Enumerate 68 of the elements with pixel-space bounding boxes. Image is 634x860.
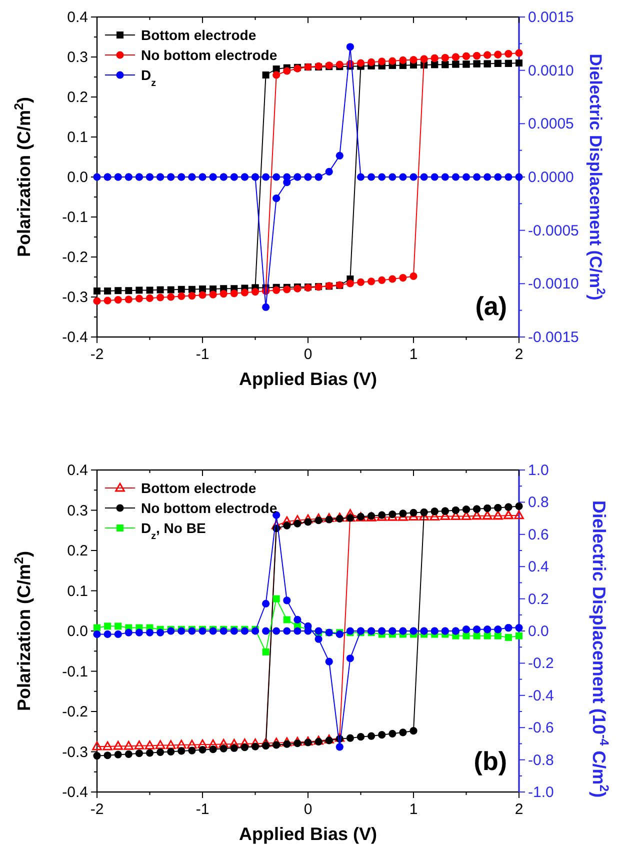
y2-tick-label: 0.0000 bbox=[528, 169, 574, 186]
legend-label: No bottom electrode bbox=[141, 47, 278, 63]
x-tick-label: -1 bbox=[196, 801, 210, 818]
y2-tick-label: -1.0 bbox=[528, 784, 554, 801]
y2-tick-label: 0.8 bbox=[528, 494, 549, 512]
legend-label: D$_{z}$, No BE bbox=[141, 520, 206, 542]
legend-label: Bottom electrode bbox=[141, 480, 256, 496]
y-tick-label: 0.1 bbox=[67, 129, 88, 146]
y2-tick-label: -0.0005 bbox=[528, 222, 579, 240]
x-tick-label: 0 bbox=[304, 346, 312, 363]
y2-tick-label: 1.0 bbox=[528, 462, 549, 479]
y2-tick-label: -0.6 bbox=[528, 720, 554, 737]
y-tick-label: -0.3 bbox=[62, 289, 88, 306]
x-axis-title: Applied Bias (V) bbox=[238, 824, 378, 844]
y2-tick-label: 0.0 bbox=[528, 623, 549, 640]
y2-tick-label: 0.0005 bbox=[528, 116, 574, 133]
y-tick-label: 0.4 bbox=[67, 462, 88, 479]
y2-tick-label: 0.6 bbox=[528, 526, 549, 544]
annotation: (b) bbox=[474, 746, 507, 776]
y2-tick-label: 0.0010 bbox=[528, 62, 574, 80]
point bbox=[484, 632, 491, 640]
x-tick-label: 2 bbox=[514, 801, 524, 818]
point bbox=[262, 648, 270, 656]
y-tick-label: -0.1 bbox=[62, 209, 88, 226]
y2-tick-label: -0.0015 bbox=[528, 329, 579, 346]
y-tick-label: -0.4 bbox=[62, 329, 88, 346]
y-tick-label: -0.2 bbox=[62, 704, 88, 720]
x-tick-label: 1 bbox=[409, 801, 418, 818]
y2-tick-label: 0.2 bbox=[528, 590, 549, 608]
x-tick-label: 2 bbox=[514, 346, 524, 363]
x-tick-label: 0 bbox=[304, 801, 312, 818]
y2-tick-label: -0.0010 bbox=[528, 276, 579, 293]
point bbox=[504, 634, 512, 641]
y-tick-label: 0.1 bbox=[67, 582, 88, 600]
y-tick-label: -0.4 bbox=[62, 784, 88, 801]
legend-label: Bottom electrode bbox=[141, 27, 256, 43]
point bbox=[272, 595, 280, 602]
y-tick-label: 0.2 bbox=[67, 89, 88, 106]
y2-tick-label: -0.2 bbox=[528, 655, 554, 672]
y-tick-label: -0.1 bbox=[62, 663, 88, 680]
y-tick-label: 0.0 bbox=[67, 623, 88, 640]
x-tick-label: -2 bbox=[90, 346, 104, 363]
point bbox=[516, 632, 522, 640]
y-tick-label: 0.0 bbox=[67, 169, 88, 186]
point bbox=[94, 624, 100, 632]
x-tick-label: -2 bbox=[90, 801, 104, 818]
y2-tick-label: -0.8 bbox=[528, 752, 554, 769]
x-tick-label: -1 bbox=[196, 346, 210, 363]
point bbox=[462, 632, 470, 640]
legend-label: D$_{z}$ bbox=[141, 67, 156, 88]
y2-tick-label: 0.4 bbox=[528, 558, 549, 576]
y-tick-label: 0.4 bbox=[67, 9, 88, 26]
point bbox=[283, 616, 290, 624]
legend-label: No bottom electrode bbox=[141, 500, 278, 516]
x-axis-title: Applied Bias (V) bbox=[238, 369, 378, 389]
y2-tick-label: -0.4 bbox=[528, 687, 554, 704]
annotation: (a) bbox=[475, 291, 507, 321]
y-tick-label: -0.2 bbox=[62, 249, 88, 266]
point bbox=[114, 622, 122, 630]
y-tick-label: 0.3 bbox=[67, 49, 88, 66]
y-tick-label: 0.3 bbox=[67, 502, 88, 520]
y-tick-label: 0.2 bbox=[67, 542, 88, 560]
point bbox=[494, 632, 502, 640]
x-tick-label: 1 bbox=[409, 346, 418, 363]
point bbox=[104, 622, 112, 630]
y2-tick-label: 0.0015 bbox=[528, 9, 574, 26]
point bbox=[473, 632, 480, 640]
y-tick-label: -0.3 bbox=[62, 744, 88, 761]
